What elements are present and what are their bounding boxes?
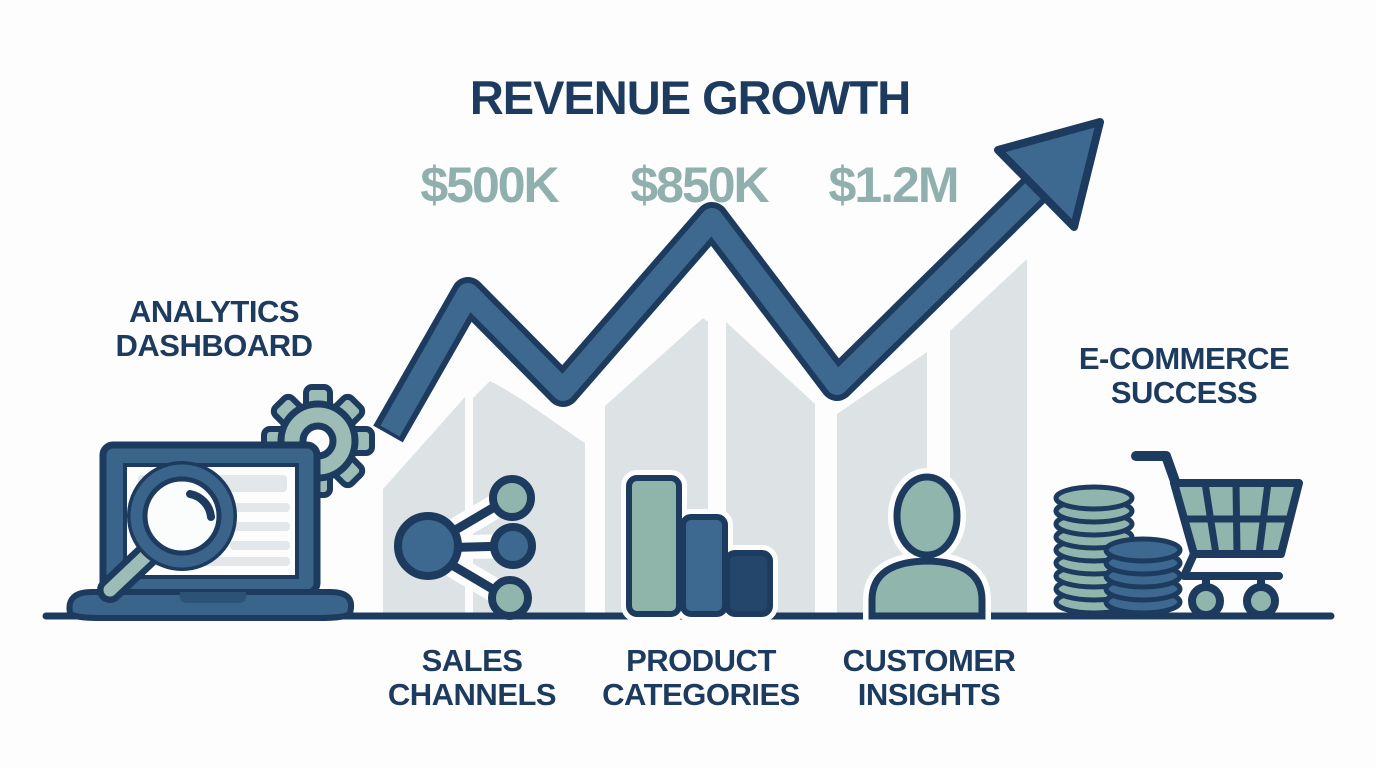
label-line: INSIGHTS	[857, 677, 1001, 712]
network-nodes-icon	[394, 475, 536, 620]
page-title: REVENUE GROWTH	[469, 71, 911, 124]
magnifier-icon	[97, 461, 237, 603]
label-analytics-dashboard: ANALYTICS DASHBOARD	[115, 294, 314, 363]
milestone-value-1: $500K	[420, 157, 559, 213]
label-line: CATEGORIES	[602, 677, 800, 712]
label-line: PRODUCT	[626, 643, 776, 678]
person-icon	[863, 468, 991, 625]
label-line: E-COMMERCE	[1078, 341, 1290, 376]
label-line: CUSTOMER	[842, 643, 1016, 678]
bar-chart-icon	[621, 470, 778, 622]
label-line: SALES	[421, 643, 523, 678]
label-line: CHANNELS	[387, 677, 557, 712]
label-line: DASHBOARD	[115, 328, 314, 363]
label-line: ANALYTICS	[128, 294, 300, 329]
coin-stacks-icon	[1053, 484, 1183, 616]
growth-arrow-icon	[367, 111, 1111, 446]
label-customer-insights: CUSTOMER INSIGHTS	[843, 644, 1016, 712]
label-product-categories: PRODUCT CATEGORIES	[602, 644, 800, 712]
label-ecommerce-success: E-COMMERCE SUCCESS	[1078, 341, 1290, 410]
milestone-value-2: $850K	[630, 157, 769, 213]
shopping-cart-icon	[1131, 451, 1303, 619]
label-sales-channels: SALES CHANNELS	[387, 643, 557, 712]
label-line: SUCCESS	[1110, 375, 1258, 410]
milestone-value-3: $1.2M	[828, 157, 960, 213]
